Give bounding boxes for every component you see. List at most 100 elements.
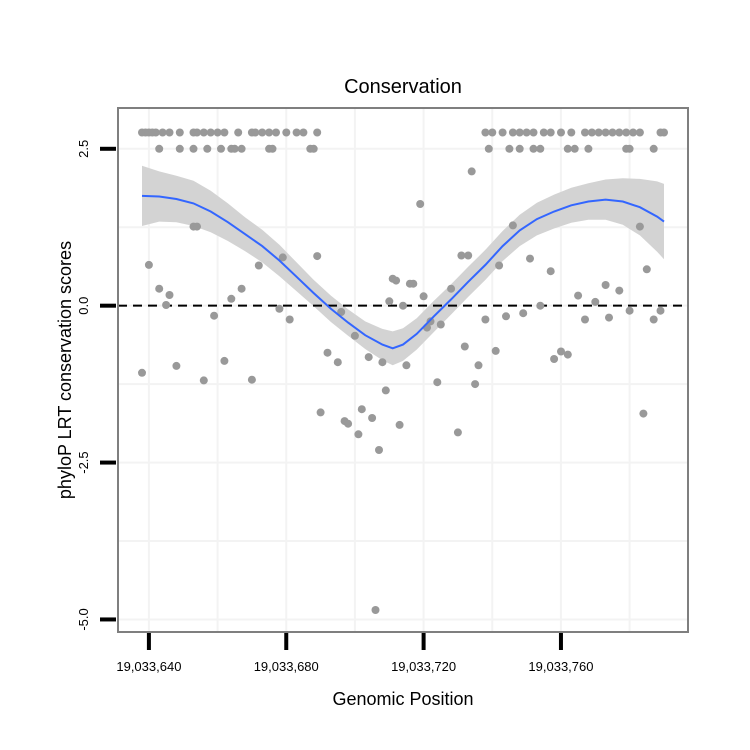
data-point xyxy=(206,128,215,137)
data-point xyxy=(522,128,531,137)
data-point xyxy=(217,144,225,153)
data-point xyxy=(587,128,596,137)
data-point xyxy=(292,128,301,137)
data-point xyxy=(247,375,256,384)
data-point xyxy=(467,167,476,176)
data-point xyxy=(258,128,267,137)
data-point xyxy=(495,261,504,270)
data-point xyxy=(557,128,565,137)
y-tick-label: -5.0 xyxy=(76,608,91,630)
data-point xyxy=(581,315,589,324)
data-point xyxy=(515,128,524,137)
data-point xyxy=(649,144,658,153)
data-point xyxy=(278,253,287,262)
data-points xyxy=(138,128,668,614)
data-point xyxy=(220,128,229,137)
data-point xyxy=(635,222,644,231)
data-point xyxy=(165,291,174,299)
data-point xyxy=(491,346,500,355)
data-point xyxy=(508,128,517,137)
data-point xyxy=(199,128,208,137)
data-point xyxy=(237,284,246,293)
data-point xyxy=(471,380,480,389)
data-point xyxy=(344,419,353,428)
data-point xyxy=(550,355,559,363)
data-point xyxy=(546,267,555,276)
data-point xyxy=(364,353,373,362)
data-point xyxy=(570,144,579,153)
x-tick-label: 19,033,760 xyxy=(528,659,593,674)
data-point xyxy=(526,254,534,263)
plot-panel xyxy=(117,107,689,633)
data-point xyxy=(155,144,164,153)
panel-border xyxy=(117,107,689,633)
data-point xyxy=(557,347,565,356)
data-point xyxy=(505,144,514,153)
data-point xyxy=(230,144,239,153)
data-point xyxy=(629,128,638,137)
data-point xyxy=(203,144,212,153)
y-tick-label: 0.0 xyxy=(76,297,91,315)
y-tick-label: 2.5 xyxy=(76,140,91,158)
y-axis-label: phyloP LRT conservation scores xyxy=(55,241,75,499)
data-point xyxy=(508,221,517,230)
data-point xyxy=(354,430,363,439)
data-point xyxy=(474,361,483,370)
y-axis: 2.5 0.0 -2.5 -5.0 xyxy=(76,140,116,631)
data-point xyxy=(375,446,383,454)
data-point xyxy=(625,306,634,315)
data-point xyxy=(426,317,435,326)
data-point xyxy=(574,291,583,300)
data-point xyxy=(498,128,507,137)
data-point xyxy=(546,128,555,137)
x-tick-label: 19,033,640 xyxy=(116,659,181,674)
y-tick-label: -2.5 xyxy=(76,451,91,473)
x-axis-label: Genomic Position xyxy=(332,689,473,709)
x-tick-label: 19,033,680 xyxy=(254,659,319,674)
data-point xyxy=(625,144,634,153)
data-point xyxy=(313,128,322,137)
data-point xyxy=(656,306,665,315)
data-point xyxy=(333,358,342,367)
data-point xyxy=(601,128,610,137)
data-point xyxy=(519,309,528,318)
data-point xyxy=(515,144,524,153)
data-point xyxy=(433,378,442,387)
data-point xyxy=(529,128,538,137)
data-point xyxy=(457,251,466,260)
data-point xyxy=(584,144,593,153)
data-point xyxy=(199,376,208,385)
data-point xyxy=(337,308,346,316)
data-point xyxy=(213,128,222,137)
data-point xyxy=(158,128,167,137)
data-point xyxy=(381,386,390,395)
data-point xyxy=(594,128,603,137)
data-point xyxy=(227,294,236,303)
data-point xyxy=(563,144,572,153)
data-point xyxy=(155,284,164,293)
smooth-line xyxy=(141,194,665,350)
data-point xyxy=(265,128,274,137)
data-point xyxy=(220,356,229,365)
data-point xyxy=(144,260,153,269)
data-point xyxy=(539,128,548,137)
x-axis: 19,033,640 19,033,680 19,033,720 19,033,760 xyxy=(116,633,593,674)
data-point xyxy=(175,128,184,137)
data-point xyxy=(605,313,613,322)
data-point xyxy=(368,414,377,422)
data-point xyxy=(371,606,380,614)
data-point xyxy=(138,368,146,377)
data-point xyxy=(193,128,201,137)
data-point xyxy=(567,128,576,137)
data-point xyxy=(419,292,428,301)
data-point xyxy=(581,128,589,137)
x-tick-label: 19,033,720 xyxy=(391,659,456,674)
data-point xyxy=(299,128,308,137)
data-point xyxy=(488,128,497,137)
data-point xyxy=(210,311,219,320)
data-point xyxy=(529,144,538,153)
data-point xyxy=(272,128,280,137)
data-point xyxy=(436,320,445,329)
data-point xyxy=(162,301,171,309)
